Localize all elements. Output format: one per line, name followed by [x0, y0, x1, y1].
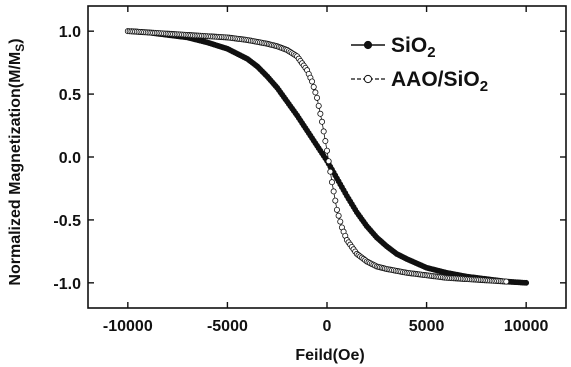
- data-point: [319, 118, 326, 125]
- data-point: [333, 206, 340, 213]
- data-point: [335, 212, 342, 219]
- data-point: [523, 279, 530, 286]
- data-point: [503, 278, 510, 285]
- y-axis-title: Normalized Magnetization(M/MS): [7, 38, 27, 285]
- legend-label-aao-sio2: AAO/SiO2: [391, 68, 488, 95]
- data-point: [332, 197, 339, 204]
- data-point: [320, 128, 327, 135]
- legend-entry-aao-sio2: AAO/SiO2: [351, 68, 488, 95]
- data-point: [325, 158, 332, 165]
- data-point: [309, 78, 316, 85]
- x-tick-label: -10000: [103, 318, 153, 335]
- x-axis-title: Feild(Oe): [295, 347, 364, 364]
- x-tick-label: -5000: [207, 318, 248, 335]
- data-point: [330, 188, 337, 195]
- series-aao-sio2: [124, 28, 510, 285]
- data-point: [312, 89, 319, 96]
- legend: SiO2 AAO/SiO2: [351, 34, 488, 95]
- data-point: [315, 102, 322, 109]
- data-point: [323, 147, 330, 154]
- data-point: [337, 218, 344, 225]
- data-point: [322, 138, 329, 145]
- plot-area: -10000 -5000 0 5000 10000 1.0 0.5 0.0 -0.5 -1.0: [53, 5, 567, 335]
- y-tick-label: -0.5: [53, 213, 81, 230]
- data-point: [327, 168, 334, 175]
- y-axis-label: Normalized Magnetization(M/MS): [7, 38, 27, 285]
- x-tick-label: 5000: [409, 318, 445, 335]
- legend-label-sio2: SiO2: [391, 34, 436, 61]
- legend-marker-sio2: [363, 40, 373, 50]
- x-tick-label: 10000: [504, 318, 549, 335]
- x-axis-label: Feild(Oe): [295, 347, 364, 364]
- legend-entry-sio2: SiO2: [351, 34, 436, 61]
- data-point: [310, 83, 317, 90]
- y-tick-label: 1.0: [59, 24, 81, 41]
- legend-marker-aao-sio2: [363, 74, 373, 84]
- data-point: [328, 179, 335, 186]
- y-tick-label: -1.0: [53, 276, 81, 293]
- data-point: [317, 110, 324, 117]
- data-point: [314, 94, 321, 101]
- x-tick-label: 0: [323, 318, 332, 335]
- y-tick-label: 0.5: [59, 87, 81, 104]
- y-tick-label: 0.0: [59, 150, 81, 167]
